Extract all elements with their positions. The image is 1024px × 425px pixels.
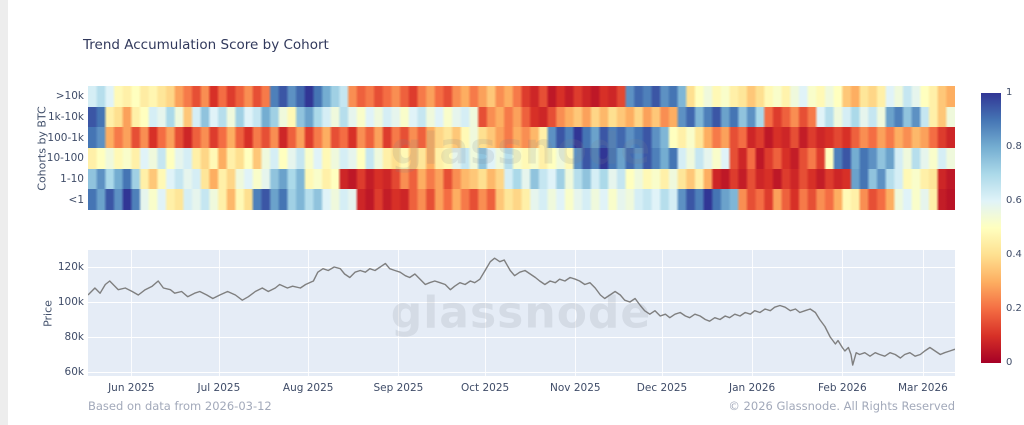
date-x-tick: Sep 2025 <box>373 382 424 394</box>
colorbar-tick: 0.8 <box>1006 141 1022 152</box>
gridline <box>88 337 955 338</box>
gridline <box>922 250 924 376</box>
price-y-tick: 60k <box>64 366 84 378</box>
colorbar-tick: 0.6 <box>1006 195 1022 206</box>
colorbar-tick: 0.2 <box>1006 303 1022 314</box>
price-line-plot[interactable] <box>88 250 955 376</box>
gridline <box>218 250 220 376</box>
cohort-heatmap-plot[interactable] <box>88 86 955 210</box>
chart-title: Trend Accumulation Score by Cohort <box>83 37 329 53</box>
heatmap-row-label: >10k <box>55 90 84 103</box>
gridline <box>662 250 663 376</box>
gridline <box>842 250 844 376</box>
colorbar-tick: 1 <box>1006 87 1013 98</box>
heatmap-row-label: 1k-10k <box>48 111 84 123</box>
heatmap-row-10-100[interactable] <box>88 148 955 169</box>
gridline <box>88 302 955 303</box>
heatmap-row-label: 100-1k <box>47 131 84 144</box>
data-attribution: Based on data from 2026-03-12 <box>88 399 272 413</box>
gridline <box>88 267 955 268</box>
gridline <box>88 372 955 373</box>
date-x-tick: Nov 2025 <box>550 382 601 394</box>
gridline <box>398 250 400 376</box>
glassnode-watermark-heatmap: glassnode <box>390 123 652 175</box>
glassnode-watermark-price: glassnode <box>390 287 652 339</box>
heatmap-row-1k-10k[interactable] <box>88 106 955 128</box>
heatmap-row-100-1k[interactable] <box>88 127 955 148</box>
date-x-tick: Mar 2026 <box>897 382 948 394</box>
date-x-tick: Dec 2025 <box>636 382 688 394</box>
colorbar <box>981 93 1001 363</box>
date-x-tick: Oct 2025 <box>460 382 510 394</box>
price-line-svg <box>88 257 955 366</box>
gridline <box>575 250 577 376</box>
colorbar-tick: 0 <box>1006 357 1013 368</box>
heatmap-row-label: <1 <box>68 193 84 206</box>
heatmap-row-1-10[interactable] <box>88 168 955 190</box>
date-x-tick: Jun 2025 <box>108 382 155 394</box>
page-edge <box>0 0 8 425</box>
price-line <box>88 257 955 366</box>
date-x-tick: Aug 2025 <box>282 382 334 394</box>
price-y-tick: 100k <box>57 296 84 308</box>
heatmap-row-label: 1-10 <box>60 173 84 185</box>
heatmap-row-label: 10-100 <box>46 152 84 165</box>
gridline <box>131 250 133 376</box>
date-x-tick: Feb 2026 <box>817 382 867 394</box>
gridline <box>308 250 310 376</box>
copyright-notice: © 2026 Glassnode. All Rights Reserved <box>728 399 955 413</box>
heatmap-row-<1[interactable] <box>88 189 955 210</box>
gridline <box>485 250 487 376</box>
price-y-tick: 80k <box>64 331 84 343</box>
date-x-tick: Jul 2025 <box>197 382 241 394</box>
heatmap-row->10k[interactable] <box>88 86 955 107</box>
colorbar-tick: 0.4 <box>1006 249 1022 260</box>
price-y-tick: 120k <box>57 261 84 273</box>
date-x-tick: Jan 2026 <box>728 382 776 394</box>
